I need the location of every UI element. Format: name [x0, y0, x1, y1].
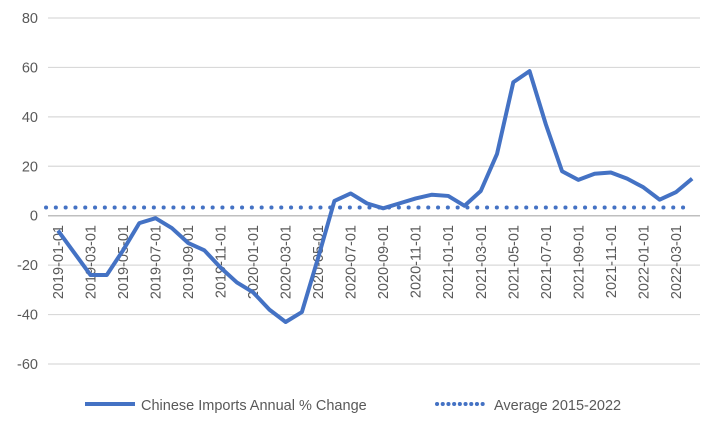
- x-tick-label: 2021-01-01: [441, 225, 457, 299]
- y-tick-label: 80: [22, 11, 38, 27]
- legend: Chinese Imports Annual % Change Average …: [85, 398, 621, 414]
- y-tick-label: -20: [17, 258, 38, 274]
- y-tick-label: 0: [30, 209, 38, 225]
- x-tick-label: 2021-05-01: [506, 225, 522, 299]
- x-tick-label: 2022-03-01: [669, 225, 685, 299]
- x-tick-label: 2019-07-01: [149, 225, 165, 299]
- y-tick-label: 60: [22, 60, 38, 76]
- x-tick-label: 2021-11-01: [604, 225, 620, 298]
- x-tick-label: 2020-07-01: [344, 225, 360, 299]
- x-tick-label: 2021-07-01: [539, 225, 555, 299]
- y-tick-label: 20: [22, 159, 38, 175]
- x-tick-label: 2020-03-01: [279, 225, 295, 299]
- x-tick-label: 2021-03-01: [474, 225, 490, 299]
- x-tick-label: 2022-01-01: [636, 225, 652, 299]
- legend-label-average: Average 2015-2022: [494, 398, 621, 414]
- x-tick-label: 2019-01-01: [51, 225, 67, 299]
- legend-label-imports: Chinese Imports Annual % Change: [141, 398, 367, 414]
- x-tick-label: 2021-09-01: [571, 225, 587, 299]
- x-tick-label: 2020-11-01: [409, 225, 425, 298]
- x-tick-label: 2019-03-01: [84, 225, 100, 299]
- y-tick-label: 40: [22, 110, 38, 126]
- x-tick-label: 2020-09-01: [376, 225, 392, 299]
- y-tick-label: -60: [17, 357, 38, 373]
- y-tick-label: -40: [17, 308, 38, 324]
